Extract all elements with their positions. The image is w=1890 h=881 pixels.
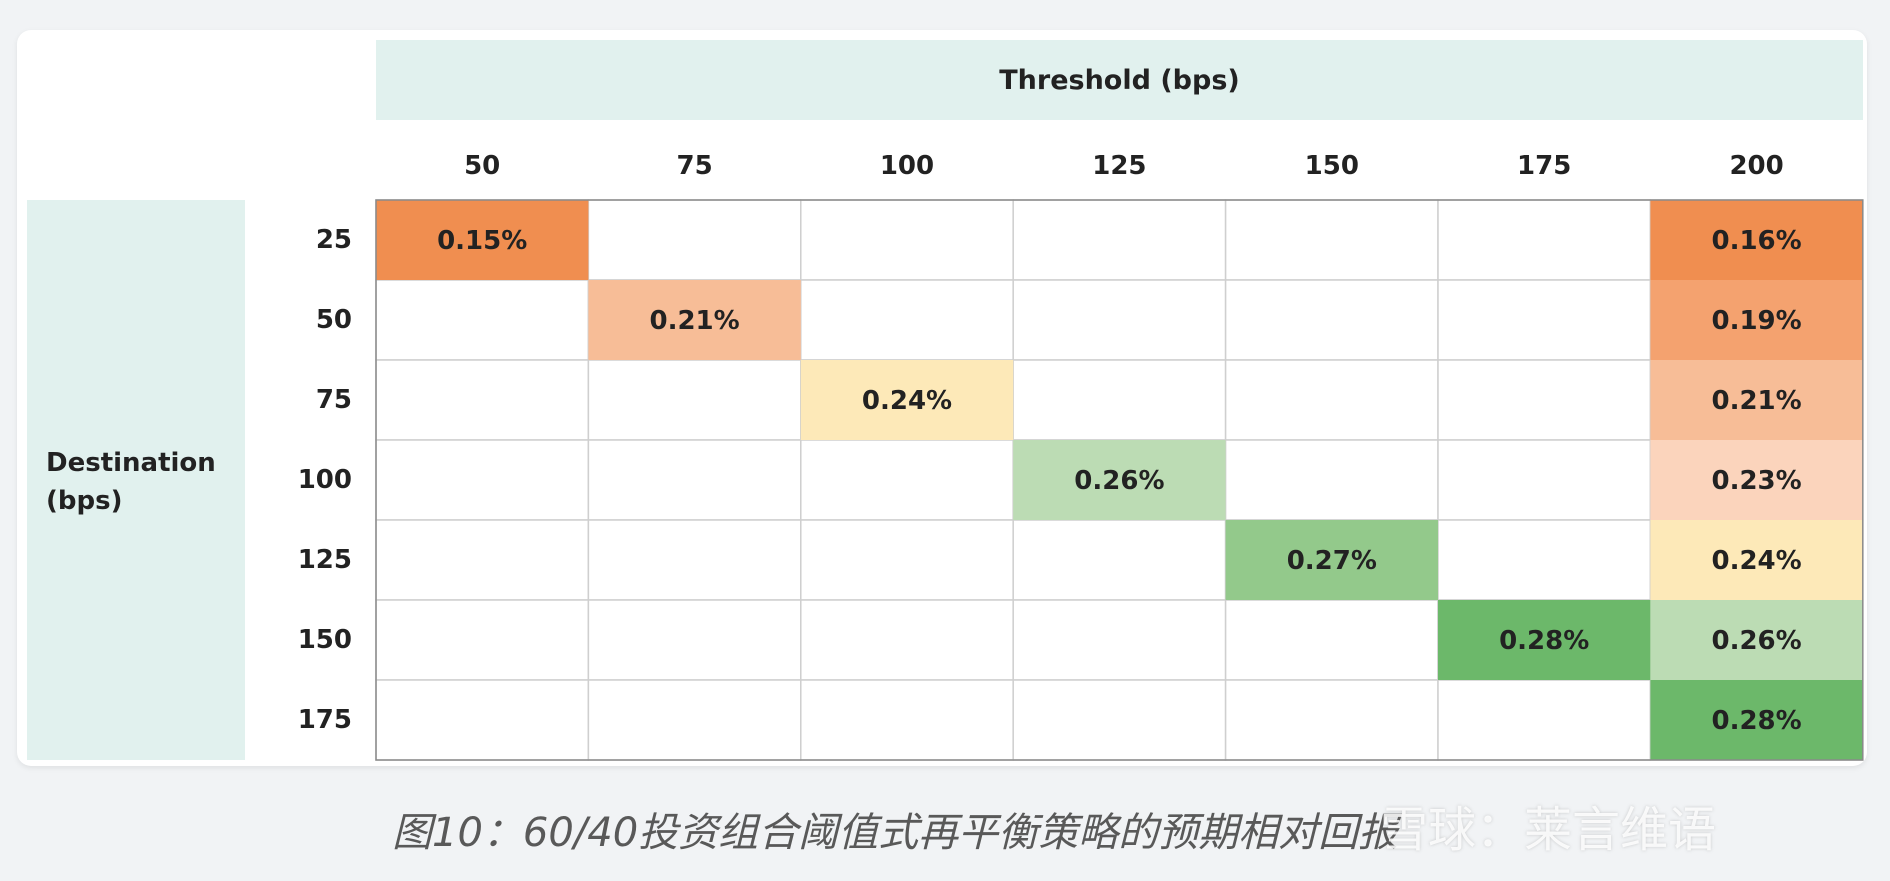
cell-label-150-200: 0.26% (1711, 626, 1801, 656)
empty-cell (375, 279, 590, 361)
empty-cell (587, 679, 802, 761)
empty-cell (1012, 279, 1227, 361)
empty-cell (1437, 199, 1652, 281)
empty-cell (1437, 359, 1652, 441)
cell-label-25-200: 0.16% (1711, 226, 1801, 256)
y-tick-50: 50 (315, 305, 352, 335)
empty-cell (1012, 679, 1227, 761)
heat-cell-50-75 (588, 280, 801, 360)
empty-cell (375, 439, 590, 521)
empty-cell (800, 439, 1014, 521)
heat-cell-150-175 (1438, 600, 1651, 680)
x-axis-title: Threshold (bps) (376, 40, 1863, 120)
empty-cell (587, 599, 802, 681)
empty-cell (800, 199, 1014, 281)
cell-label-175-200: 0.28% (1711, 706, 1801, 736)
empty-cell (800, 519, 1014, 601)
empty-cell (375, 359, 590, 441)
watermark: 雪球：莱言维语 (1380, 802, 1717, 858)
y-tick-100: 100 (297, 465, 352, 495)
cell-label-75-200: 0.21% (1711, 386, 1801, 416)
empty-cell (1224, 599, 1439, 681)
empty-cell (1224, 279, 1439, 361)
empty-cell (587, 199, 802, 281)
empty-cell (1224, 439, 1439, 521)
empty-cell (1224, 359, 1439, 441)
empty-cell (1437, 519, 1652, 601)
x-tick-50: 50 (464, 151, 501, 181)
y-tick-150: 150 (297, 625, 352, 655)
y-tick-25: 25 (315, 225, 352, 255)
empty-cell (1224, 679, 1439, 761)
cell-label-75-100: 0.24% (862, 386, 952, 416)
x-tick-100: 100 (879, 151, 935, 181)
empty-cell (587, 439, 802, 521)
y-tick-75: 75 (315, 385, 352, 415)
heat-cell-50-200 (1650, 280, 1863, 360)
heat-cell-75-200 (1650, 360, 1863, 440)
y-axis-band (27, 200, 245, 760)
cell-label-50-200: 0.19% (1711, 306, 1801, 336)
empty-cell (375, 679, 590, 761)
empty-cell (800, 599, 1014, 681)
heat-cell-125-150 (1225, 520, 1438, 600)
empty-cell (800, 679, 1014, 761)
heat-cell-100-200 (1650, 440, 1863, 520)
heat-cell-150-200 (1650, 600, 1863, 680)
heat-cell-75-100 (800, 360, 1014, 440)
heat-cell-175-200 (1650, 680, 1863, 760)
grid-border (375, 199, 1864, 761)
x-tick-150: 150 (1304, 151, 1359, 181)
heat-cell-25-50 (376, 200, 589, 280)
y-axis-title-line-2: (bps) (46, 486, 123, 516)
figure-caption: 图10：60/40投资组合阈值式再平衡策略的预期相对回报 (392, 810, 1399, 856)
cell-label-100-125: 0.26% (1074, 466, 1164, 496)
empty-cell (1437, 279, 1652, 361)
heat-cell-100-125 (1013, 440, 1226, 520)
cell-label-150-175: 0.28% (1499, 626, 1589, 656)
x-tick-175: 175 (1517, 151, 1572, 181)
empty-cell (1012, 599, 1227, 681)
empty-cell (1224, 199, 1439, 281)
heat-cell-25-200 (1650, 200, 1863, 280)
x-tick-200: 200 (1729, 151, 1784, 181)
x-tick-75: 75 (676, 151, 713, 181)
heat-cell-125-200 (1650, 520, 1863, 600)
empty-cell (1012, 519, 1227, 601)
y-axis-title-line-1: Destination (46, 448, 216, 478)
empty-cell (1012, 199, 1227, 281)
empty-cell (587, 359, 802, 441)
empty-cell (1437, 679, 1652, 761)
empty-cell (375, 519, 590, 601)
y-axis-title: Destination (bps) (46, 444, 236, 520)
empty-cell (1012, 359, 1227, 441)
y-tick-175: 175 (297, 705, 352, 735)
empty-cell (1437, 439, 1652, 521)
empty-cell (587, 519, 802, 601)
cell-label-25-50: 0.15% (437, 226, 527, 256)
y-tick-125: 125 (297, 545, 352, 575)
empty-cell (375, 599, 590, 681)
x-tick-125: 125 (1092, 151, 1147, 181)
cell-label-50-75: 0.21% (649, 306, 739, 336)
empty-cell (800, 279, 1014, 361)
cell-label-125-200: 0.24% (1711, 546, 1801, 576)
cell-label-125-150: 0.27% (1287, 546, 1377, 576)
cell-label-100-200: 0.23% (1711, 466, 1801, 496)
